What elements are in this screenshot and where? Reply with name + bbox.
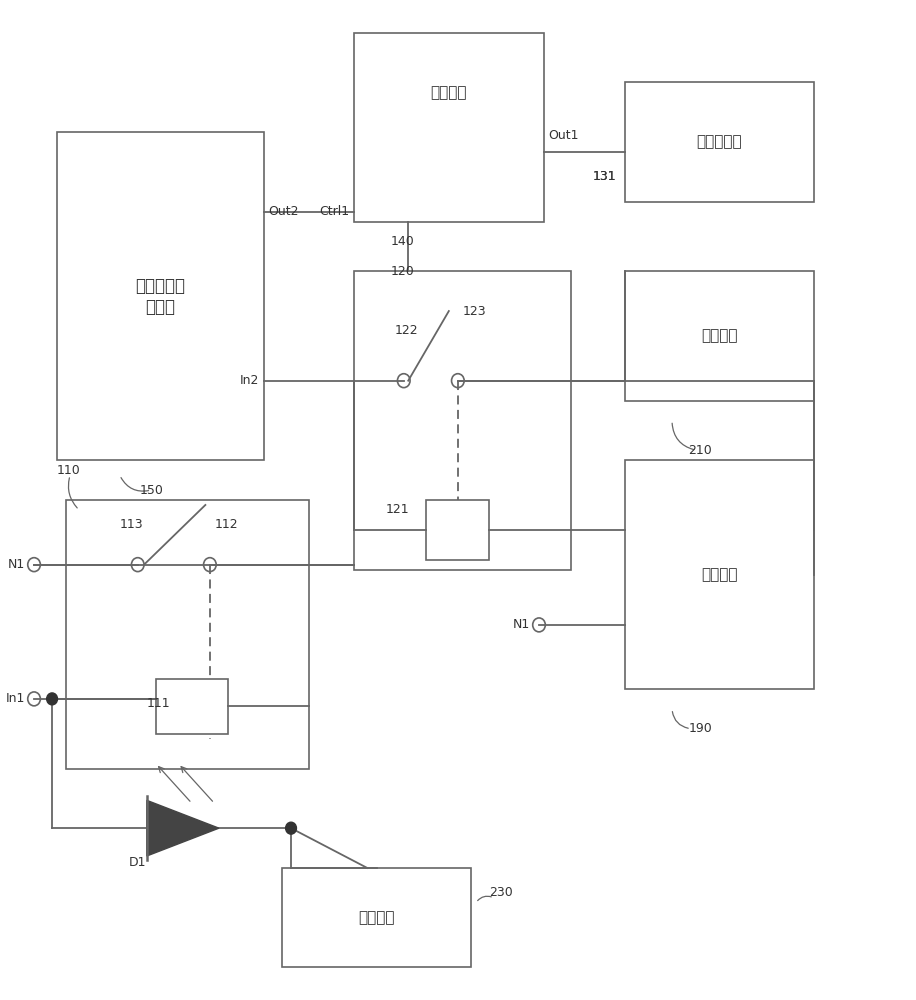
Bar [625, 271, 814, 401]
Bar [57, 132, 264, 460]
Text: 190: 190 [689, 722, 713, 735]
Circle shape [47, 693, 58, 705]
Text: 210: 210 [689, 444, 713, 457]
Text: 第一照明灯: 第一照明灯 [696, 134, 742, 149]
Bar [354, 33, 543, 222]
Circle shape [286, 822, 297, 834]
Text: D1: D1 [129, 856, 147, 869]
Text: 调光电源: 调光电源 [431, 85, 467, 100]
Text: 123: 123 [463, 305, 486, 318]
Polygon shape [147, 800, 219, 856]
Text: 121: 121 [386, 503, 409, 516]
Text: Out2: Out2 [268, 205, 299, 218]
Text: 112: 112 [214, 518, 238, 531]
Bar [156, 679, 228, 734]
Text: N1: N1 [7, 558, 25, 571]
Bar [66, 500, 309, 768]
Text: 第三电源: 第三电源 [701, 328, 737, 343]
Text: 可编程逻辑
控制器: 可编程逻辑 控制器 [136, 277, 185, 316]
Text: 122: 122 [395, 324, 419, 337]
Bar [625, 82, 814, 202]
Text: 111: 111 [147, 697, 170, 710]
Text: 150: 150 [139, 484, 163, 497]
Text: 230: 230 [489, 886, 513, 899]
Text: In2: In2 [240, 374, 259, 387]
Bar [354, 271, 571, 570]
Text: Ctrl1: Ctrl1 [320, 205, 350, 218]
Text: 113: 113 [120, 518, 143, 531]
Text: 140: 140 [390, 235, 414, 248]
Text: 131: 131 [594, 170, 616, 183]
Text: 第一电源: 第一电源 [701, 567, 737, 582]
Text: N1: N1 [513, 618, 530, 631]
Text: Out1: Out1 [548, 129, 579, 142]
Text: 110: 110 [57, 464, 81, 477]
Bar [426, 500, 489, 560]
Text: 第五电源: 第五电源 [358, 910, 395, 925]
Bar [282, 868, 472, 967]
Text: 120: 120 [390, 265, 414, 278]
Bar [625, 460, 814, 689]
Text: In1: In1 [5, 692, 25, 705]
Text: 131: 131 [594, 170, 616, 183]
